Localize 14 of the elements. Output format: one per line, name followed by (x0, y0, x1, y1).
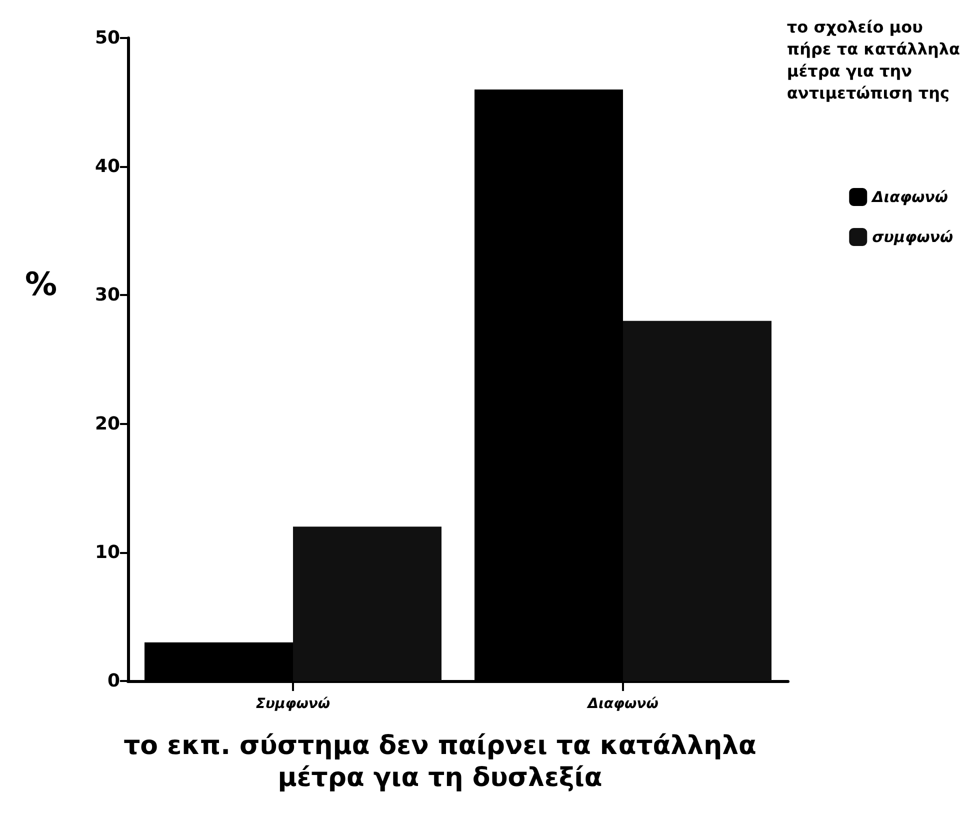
y-tick-label: 20 (94, 413, 120, 434)
y-tick-label: 30 (94, 284, 120, 306)
x-tick-label: Συμφωνώ (256, 696, 330, 712)
bar (293, 526, 442, 681)
y-tick-label: 10 (94, 542, 120, 563)
bar (623, 320, 772, 681)
legend-label: Διαφωνώ (871, 188, 948, 206)
y-tick-label: 50 (94, 28, 120, 48)
y-tick-label: 0 (107, 670, 120, 692)
legend-title: το σχολείο μου πήρε τα κατάλληλα μέτρα για την αντιμετώπιση της (786, 18, 960, 102)
legend-label: συμφωνώ (872, 228, 953, 246)
y-axis-title: % (25, 265, 58, 303)
x-axis-title: το εκπ. σύστημα δεν παίρνει τα κατάλληλα μέτρα για τη δυσλεξία (124, 731, 756, 793)
y-tick-label: 40 (94, 156, 120, 178)
